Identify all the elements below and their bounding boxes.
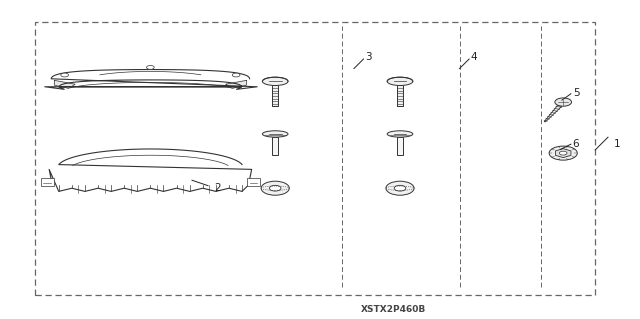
Polygon shape (556, 149, 571, 158)
Text: 1: 1 (614, 138, 621, 149)
Circle shape (261, 181, 289, 195)
Circle shape (559, 151, 567, 155)
Ellipse shape (387, 131, 413, 137)
Circle shape (147, 65, 154, 69)
Circle shape (232, 73, 240, 77)
Circle shape (61, 73, 68, 77)
Circle shape (555, 98, 572, 106)
Bar (41, 178, 54, 186)
Circle shape (269, 185, 281, 191)
Text: 5: 5 (573, 87, 579, 98)
Polygon shape (49, 149, 252, 191)
Polygon shape (226, 80, 246, 88)
Bar (247, 178, 260, 186)
Bar (397, 85, 403, 106)
Circle shape (394, 185, 406, 191)
Ellipse shape (387, 77, 413, 85)
Circle shape (549, 146, 577, 160)
Text: 2: 2 (214, 183, 221, 193)
Text: XSTX2P460B: XSTX2P460B (361, 305, 426, 314)
Circle shape (386, 181, 414, 195)
Bar (273, 137, 278, 155)
Bar (273, 85, 278, 106)
Ellipse shape (262, 131, 288, 137)
Text: 6: 6 (573, 138, 579, 149)
Polygon shape (54, 80, 75, 88)
Bar (397, 137, 403, 155)
Polygon shape (544, 105, 562, 122)
Text: 4: 4 (470, 52, 477, 63)
Text: 3: 3 (365, 52, 371, 63)
Ellipse shape (262, 77, 288, 85)
Polygon shape (45, 70, 257, 89)
